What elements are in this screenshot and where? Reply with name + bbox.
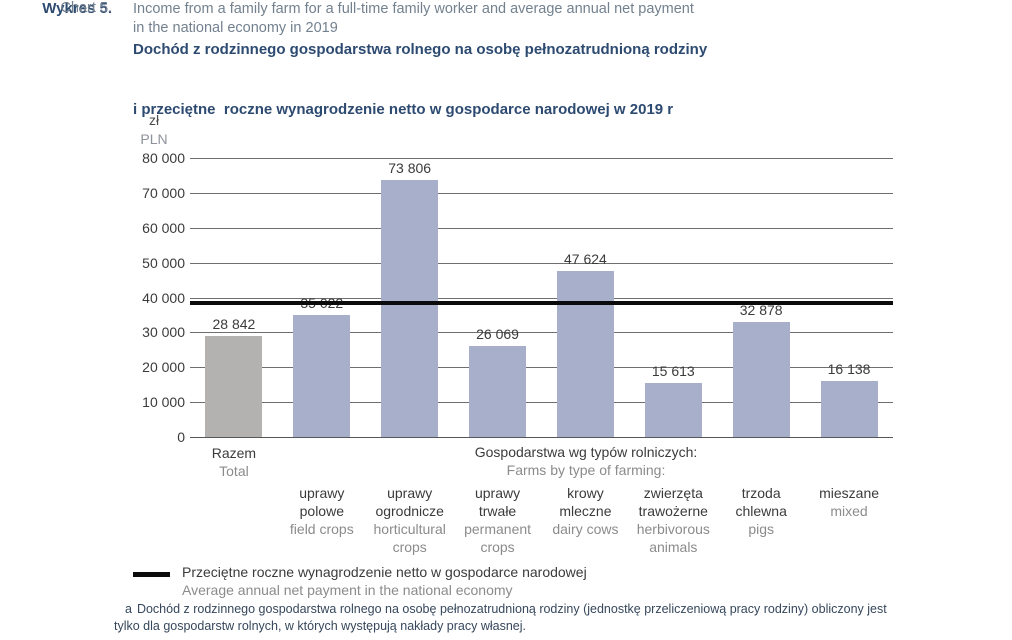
x-axis-group-header-en: Farms by type of farming:: [506, 462, 666, 478]
reference-line-legend-swatch: [133, 572, 170, 577]
category-label-pl-line: mleczne: [559, 503, 612, 519]
chart-title-pl-line2: i przeciętne roczne wynagrodzenie netto …: [133, 101, 674, 118]
gridline: [190, 297, 893, 299]
category-label-pl-line: chlewna: [735, 503, 787, 519]
y-tick-label: 60 000: [142, 219, 185, 236]
gridline: [190, 227, 893, 229]
bar-value-label: 16 138: [827, 360, 871, 377]
x-axis-category-label: uprawy ogrodnicze horticultural crops: [340, 484, 480, 556]
footnote-line2: tylko dla gospodarstw rolnych, w których…: [114, 619, 526, 633]
x-axis-group-header-pl: Gospodarstwa wg typów rolniczych:: [474, 444, 698, 460]
footnote-marker: a: [125, 602, 132, 616]
legend-label-en: Average annual net payment in the nation…: [182, 582, 513, 598]
category-label-pl-line: uprawy: [299, 485, 345, 501]
category-label-pl-line: zwierzęta: [643, 485, 703, 501]
gridline: [190, 158, 893, 159]
bar-horticultural: [381, 179, 439, 437]
footnote-text1: Dochód z rodzinnego gospodarstwa rolnego…: [136, 602, 887, 616]
y-tick-label: 20 000: [142, 359, 185, 376]
footnote: a Dochód z rodzinnego gospodarstwa rolneg…: [114, 601, 974, 635]
average-net-payment-reference-line: [190, 300, 893, 305]
bar-value-label: 26 069: [476, 326, 519, 343]
chart-title-en-line1: Income from a family farm for a full-tim…: [133, 1, 694, 17]
category-label-en-line: field crops: [289, 521, 354, 537]
gridline: [190, 367, 893, 369]
category-label-pl-line: trwałe: [478, 503, 517, 519]
y-tick-label: 0: [177, 429, 185, 445]
category-label-en-line: mixed: [830, 503, 868, 519]
bar-value-label: 47 624: [564, 250, 607, 267]
category-label-pl-line: trzoda: [741, 485, 781, 501]
category-label-pl-line: Razem: [211, 445, 257, 461]
category-label-en-line: crops: [480, 539, 515, 555]
x-axis-category-label: zwierzęta trawożerne herbivorous animals: [603, 484, 743, 556]
category-label-en-line: pigs: [748, 521, 775, 537]
bar-permanent: [469, 346, 527, 437]
gridline: [190, 332, 893, 334]
category-label-pl-line: polowe: [299, 503, 344, 519]
gridline: [190, 402, 893, 404]
legend-label-pl: Przeciętne roczne wynagrodzenie netto w …: [182, 564, 587, 580]
category-label-pl-line: trawożerne: [638, 503, 708, 519]
y-axis-unit-label: zł PLN: [120, 111, 188, 149]
category-label-pl-line: uprawy: [387, 485, 433, 501]
category-label-en-line: animals: [649, 539, 698, 555]
bar-total: [205, 336, 263, 437]
bar-value-label: 15 613: [651, 362, 695, 379]
bar-pigs: [732, 322, 790, 437]
footnote-line1: a Dochód z rodzinnego gospodarstwa rolneg…: [114, 601, 974, 618]
x-axis-category-label: trzoda chlewna pigs: [691, 484, 831, 538]
x-axis-category-label: uprawy polowe field crops: [252, 484, 392, 538]
category-label-en-line: horticultural: [373, 521, 446, 537]
y-tick-label: 80 000: [142, 150, 185, 166]
y-tick-label: 40 000: [142, 289, 185, 306]
bar-value-label: 28 842: [212, 316, 256, 333]
category-label-pl-line: ogrodnicze: [375, 503, 444, 519]
chart-title-pl-line1: Dochód z rodzinnego gospodarstwa rolnego…: [133, 41, 708, 58]
chart-title-en: Income from a family farm for a full-tim…: [133, 0, 694, 38]
y-axis-unit-en: PLN: [140, 131, 168, 147]
category-label-en-line: permanent: [464, 521, 532, 537]
category-label-pl-line: mieszane: [819, 485, 880, 501]
category-label-en-line: dairy cows: [552, 521, 619, 537]
gridline: [190, 262, 893, 264]
y-tick-label: 10 000: [142, 394, 185, 411]
chart-title-en-line2: in the national economy in 2019: [133, 20, 338, 36]
chart-number-pl: Wykres 5.: [42, 0, 112, 17]
category-label-en-line: crops: [392, 539, 427, 555]
x-axis-category-label: mieszane mixed: [779, 484, 919, 520]
category-label-pl-line: krowy: [567, 485, 604, 501]
bar-value-label: 73 806: [388, 159, 432, 176]
bar-value-label: 32 878: [739, 302, 783, 319]
bar-herbivorous: [644, 382, 702, 437]
x-axis-category-label: Razem Total: [164, 444, 304, 480]
gridline: [190, 192, 893, 194]
x-axis-category-label: krowy mleczne dairy cows: [515, 484, 655, 538]
y-tick-label: 70 000: [142, 184, 185, 201]
x-axis-baseline: [190, 437, 893, 438]
y-tick-label: 30 000: [142, 324, 185, 341]
category-label-en-line: herbivorous: [636, 521, 710, 537]
category-label-pl-line: uprawy: [474, 485, 521, 501]
x-axis-category-label: uprawy trwałe permanent crops: [428, 484, 568, 556]
bar-mixed: [820, 380, 878, 437]
chart-title-pl: Dochód z rodzinnego gospodarstwa rolnego…: [133, 0, 707, 160]
bar-dairy-cows: [556, 270, 614, 437]
y-tick-label: 50 000: [142, 254, 185, 271]
y-axis-unit-pl: zł: [148, 112, 160, 128]
bar-field-crops: [293, 314, 351, 437]
chart-number-en: Chart 5.: [60, 0, 112, 16]
category-label-en-line: Total: [219, 463, 249, 479]
